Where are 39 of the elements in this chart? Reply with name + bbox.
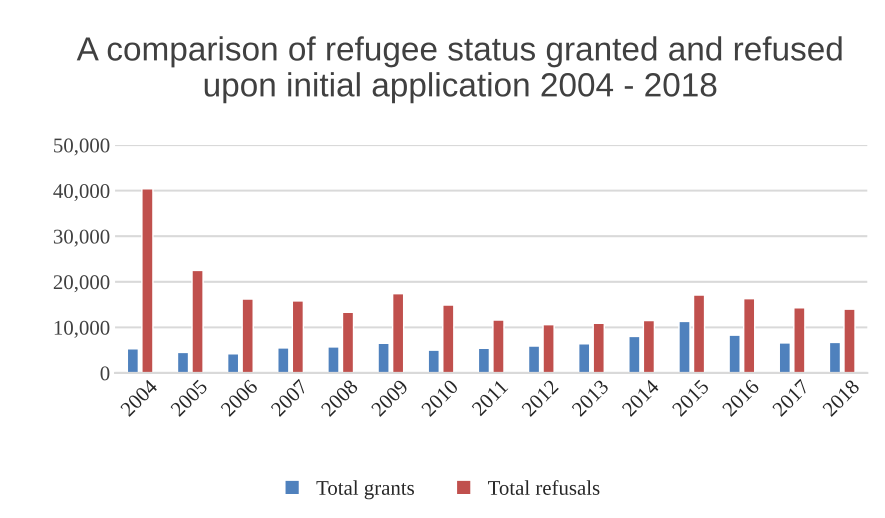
bar xyxy=(377,342,390,373)
chart-title: A comparison of refugee status granted and refused upon initial application 2004 - 2018 xyxy=(76,36,842,104)
legend-label: Total refusals xyxy=(488,480,600,495)
bar xyxy=(126,348,140,373)
y-tick-label: 50,000 xyxy=(54,138,110,156)
bar xyxy=(728,334,741,373)
bar xyxy=(778,342,792,373)
bar xyxy=(478,348,490,373)
y-tick-label: 10,000 xyxy=(54,320,110,338)
bar xyxy=(176,352,190,373)
bar xyxy=(428,349,440,373)
bar xyxy=(528,345,540,373)
bar xyxy=(327,346,340,373)
bar xyxy=(828,342,842,373)
y-tick-label: 20,000 xyxy=(54,275,110,292)
bar xyxy=(392,292,404,373)
bar xyxy=(277,347,290,373)
bar xyxy=(342,312,354,373)
bar xyxy=(843,308,856,373)
y-tick-label: 30,000 xyxy=(54,230,110,247)
y-tick-label: 40,000 xyxy=(53,184,110,202)
bar xyxy=(542,324,555,373)
bar xyxy=(492,319,505,373)
bar xyxy=(592,322,605,373)
bar xyxy=(692,294,706,373)
bar xyxy=(678,320,691,373)
bar xyxy=(191,270,204,373)
y-tick-label: 0 xyxy=(100,366,110,380)
bar xyxy=(578,343,590,373)
bar xyxy=(642,320,656,373)
bar xyxy=(442,304,455,373)
bar xyxy=(793,307,806,373)
bar xyxy=(226,353,240,373)
bar xyxy=(292,300,304,373)
bar xyxy=(141,188,154,373)
legend-label: Total grants xyxy=(316,480,414,500)
bar xyxy=(628,336,641,373)
bar xyxy=(742,298,756,373)
bar xyxy=(241,298,254,373)
